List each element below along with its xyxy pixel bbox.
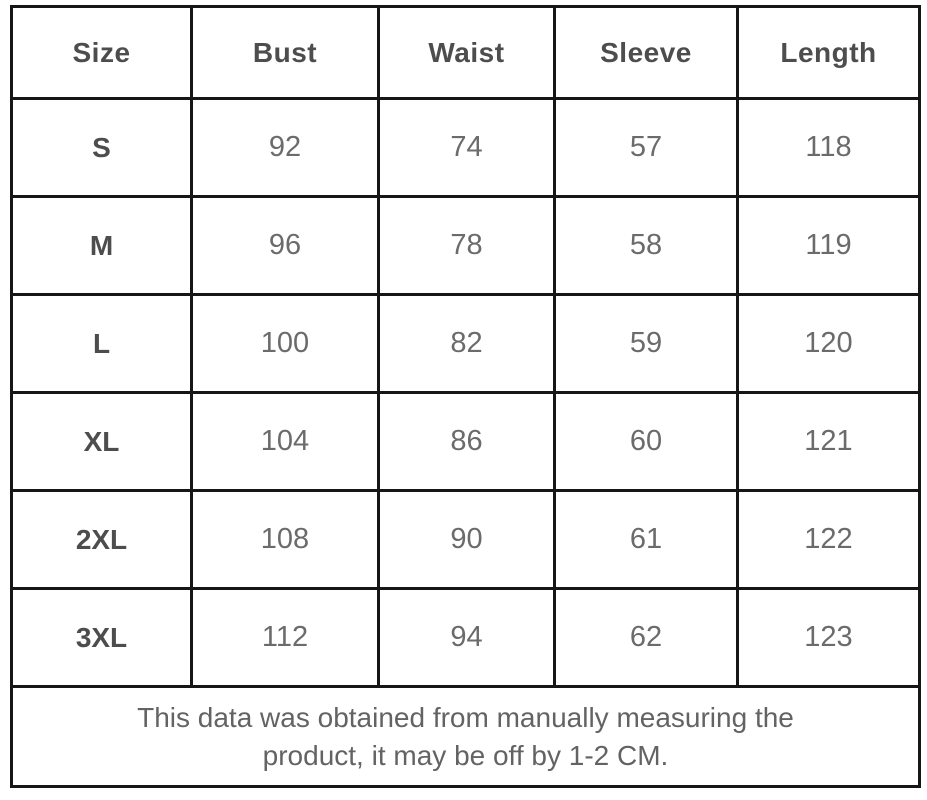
size-cell: M bbox=[10, 195, 193, 296]
table-row-m: M 96 78 58 119 bbox=[10, 195, 921, 296]
measurement-cell: 118 bbox=[736, 97, 921, 198]
measurement-cell: 100 bbox=[190, 293, 380, 394]
column-header-length: Length bbox=[736, 5, 921, 100]
measurement-cell: 122 bbox=[736, 489, 921, 590]
column-header-sleeve: Sleeve bbox=[553, 5, 739, 100]
measurement-disclaimer: This data was obtained from manually mea… bbox=[10, 685, 921, 788]
table-row-s: S 92 74 57 118 bbox=[10, 97, 921, 198]
size-chart-container: Size Bust Waist Sleeve Length S 92 74 57… bbox=[10, 5, 921, 788]
measurement-cell: 92 bbox=[190, 97, 380, 198]
measurement-cell: 82 bbox=[377, 293, 556, 394]
measurement-cell: 61 bbox=[553, 489, 739, 590]
column-header-bust: Bust bbox=[190, 5, 380, 100]
column-header-size: Size bbox=[10, 5, 193, 100]
table-row-l: L 100 82 59 120 bbox=[10, 293, 921, 394]
column-header-waist: Waist bbox=[377, 5, 556, 100]
measurement-cell: 123 bbox=[736, 587, 921, 688]
size-cell: S bbox=[10, 97, 193, 198]
measurement-cell: 90 bbox=[377, 489, 556, 590]
measurement-cell: 60 bbox=[553, 391, 739, 492]
measurement-cell: 74 bbox=[377, 97, 556, 198]
measurement-cell: 121 bbox=[736, 391, 921, 492]
measurement-cell: 119 bbox=[736, 195, 921, 296]
size-cell: 3XL bbox=[10, 587, 193, 688]
size-cell: XL bbox=[10, 391, 193, 492]
measurement-cell: 86 bbox=[377, 391, 556, 492]
measurement-cell: 59 bbox=[553, 293, 739, 394]
header-row: Size Bust Waist Sleeve Length bbox=[10, 5, 921, 100]
footer-row: This data was obtained from manually mea… bbox=[10, 685, 921, 788]
size-cell: 2XL bbox=[10, 489, 193, 590]
measurement-cell: 96 bbox=[190, 195, 380, 296]
measurement-cell: 108 bbox=[190, 489, 380, 590]
measurement-disclaimer-text: This data was obtained from manually mea… bbox=[137, 701, 794, 771]
measurement-cell: 62 bbox=[553, 587, 739, 688]
table-row-xl: XL 104 86 60 121 bbox=[10, 391, 921, 492]
size-chart-table: Size Bust Waist Sleeve Length S 92 74 57… bbox=[10, 5, 921, 788]
table-row-2xl: 2XL 108 90 61 122 bbox=[10, 489, 921, 590]
measurement-cell: 120 bbox=[736, 293, 921, 394]
measurement-cell: 104 bbox=[190, 391, 380, 492]
measurement-cell: 94 bbox=[377, 587, 556, 688]
measurement-cell: 57 bbox=[553, 97, 739, 198]
table-row-3xl: 3XL 112 94 62 123 bbox=[10, 587, 921, 688]
measurement-cell: 58 bbox=[553, 195, 739, 296]
measurement-cell: 112 bbox=[190, 587, 380, 688]
size-cell: L bbox=[10, 293, 193, 394]
measurement-cell: 78 bbox=[377, 195, 556, 296]
